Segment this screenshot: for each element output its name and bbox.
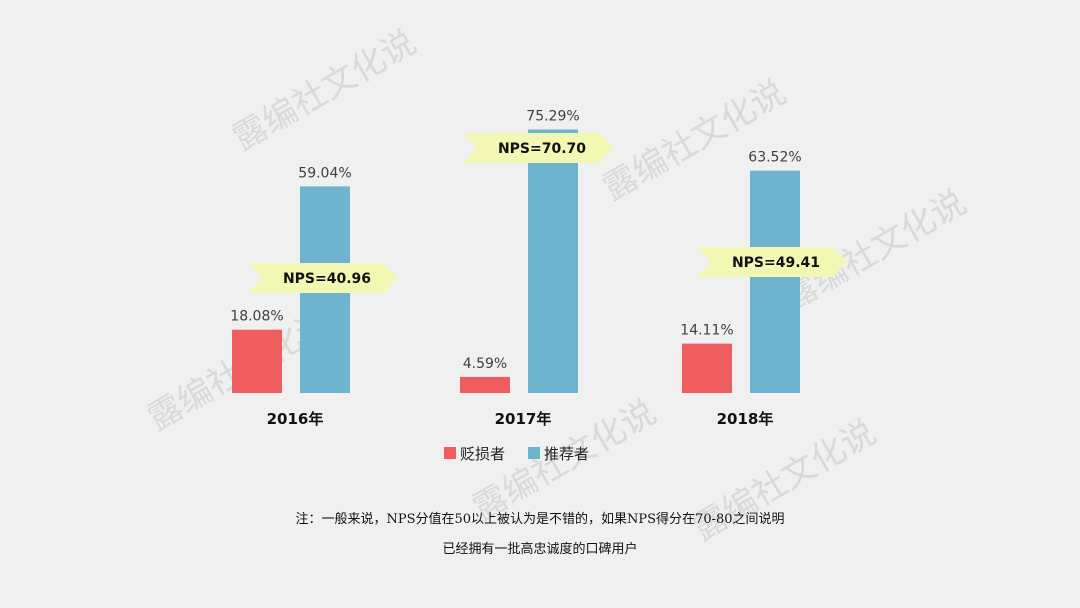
value-label-detractor-0: 18.08%: [230, 309, 283, 325]
bar-promoter-2: [750, 170, 800, 393]
value-label-promoter-0: 59.04%: [298, 165, 351, 181]
bar-detractor-0: [232, 329, 282, 393]
category-label-2: 2018年: [717, 410, 774, 428]
value-label-promoter-1: 75.29%: [526, 108, 579, 124]
value-label-detractor-1: 4.59%: [463, 356, 507, 372]
value-label-detractor-2: 14.11%: [680, 323, 733, 339]
nps-callout-2: [697, 247, 847, 277]
footnote-line-2: 已经拥有一批高忠诚度的口碑用户: [442, 542, 638, 557]
legend: 贬损者 推荐者: [444, 445, 589, 463]
legend-swatch-1: [528, 447, 540, 459]
nps-callout-text-2: NPS=49.41: [732, 255, 820, 271]
legend-label-1: 推荐者: [544, 445, 589, 463]
nps-callout-text-1: NPS=70.70: [498, 141, 586, 157]
watermark-text: 露编社文化说: [226, 22, 423, 159]
category-label-0: 2016年: [267, 410, 324, 428]
category-label-1: 2017年: [495, 410, 552, 428]
legend-label-0: 贬损者: [460, 445, 505, 463]
nps-callout-0: [248, 263, 398, 293]
nps-callout-1: [463, 133, 613, 163]
bar-detractor-1: [460, 376, 510, 393]
footnote-line-1: 注：一般来说，NPS分值在50以上被认为是不错的，如果NPS得分在70-80之间…: [295, 512, 785, 527]
bar-promoter-1: [528, 129, 578, 394]
bar-detractor-2: [682, 343, 732, 393]
nps-callout-text-0: NPS=40.96: [283, 271, 371, 287]
watermark-text: 露编社文化说: [686, 412, 883, 549]
labels-layer: 18.08% 4.59% 14.11% 59.04% 75.29% 63.52% 2016年…: [230, 108, 801, 428]
nps-callouts-layer: NPS=40.96 NPS=70.70 NPS=49.41: [248, 133, 847, 293]
legend-swatch-0: [444, 447, 456, 459]
value-label-promoter-2: 63.52%: [748, 150, 801, 166]
